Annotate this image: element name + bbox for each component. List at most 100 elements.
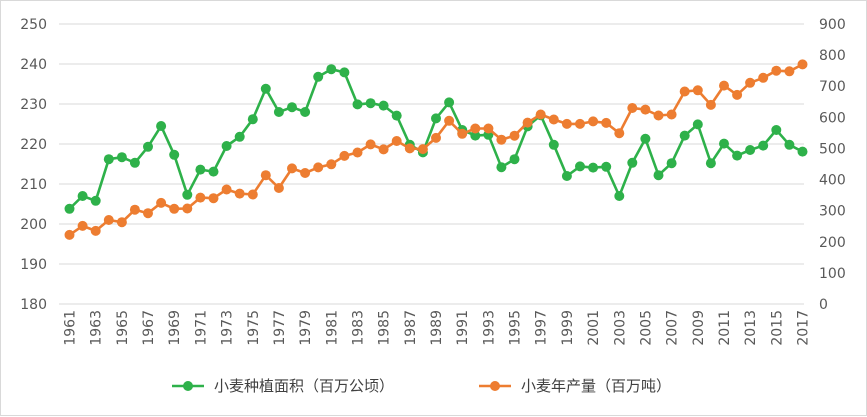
y-right-tick-label: 200 bbox=[819, 235, 846, 251]
x-tick-label: 1961 bbox=[63, 310, 79, 346]
data-point bbox=[561, 171, 572, 181]
x-tick-label: 1991 bbox=[455, 310, 471, 346]
y-left-tick-label: 200 bbox=[20, 217, 47, 233]
data-point bbox=[431, 113, 441, 124]
x-tick-label: 1999 bbox=[560, 310, 576, 346]
x-tick-label: 1973 bbox=[220, 310, 236, 346]
data-point bbox=[221, 184, 232, 195]
data-point bbox=[692, 85, 703, 96]
data-point bbox=[156, 121, 167, 131]
data-point bbox=[771, 65, 782, 76]
data-point bbox=[378, 100, 389, 111]
data-point bbox=[732, 150, 743, 161]
data-point bbox=[365, 139, 376, 150]
data-point bbox=[287, 163, 297, 174]
data-point bbox=[719, 80, 729, 91]
x-tick-label: 2011 bbox=[717, 310, 733, 346]
data-point bbox=[64, 203, 75, 214]
data-point bbox=[77, 220, 88, 231]
data-point bbox=[666, 109, 677, 120]
data-point bbox=[679, 86, 690, 97]
data-point bbox=[77, 191, 88, 201]
data-point bbox=[444, 97, 455, 108]
gridlines bbox=[59, 23, 804, 305]
data-point bbox=[496, 134, 507, 145]
data-point bbox=[496, 162, 507, 173]
data-point bbox=[457, 128, 468, 139]
legend: 小麦种植面积（百万公顷） 小麦年产量（百万吨） bbox=[172, 377, 671, 395]
y-left-tick-label: 220 bbox=[20, 137, 47, 153]
data-point bbox=[548, 114, 559, 125]
legend-label: 小麦种植面积（百万公顷） bbox=[214, 377, 394, 395]
data-point bbox=[483, 123, 494, 134]
data-point bbox=[601, 161, 612, 172]
x-tick-label: 1979 bbox=[298, 310, 314, 346]
y-left-tick-label: 190 bbox=[20, 257, 47, 273]
legend-swatch-marker bbox=[183, 381, 193, 391]
data-point bbox=[156, 197, 167, 208]
data-point bbox=[273, 183, 284, 193]
x-tick-label: 1975 bbox=[246, 310, 262, 346]
data-point bbox=[588, 162, 599, 173]
x-tick-label: 1993 bbox=[481, 310, 497, 346]
data-point bbox=[182, 203, 193, 214]
data-point bbox=[509, 130, 520, 141]
data-point bbox=[705, 99, 716, 110]
data-point bbox=[287, 102, 297, 113]
legend-label: 小麦年产量（百万吨） bbox=[521, 377, 671, 395]
data-point bbox=[679, 130, 690, 141]
data-point bbox=[404, 143, 415, 154]
x-tick-label: 1987 bbox=[403, 310, 419, 346]
series-line-2 bbox=[68, 63, 804, 236]
data-point bbox=[313, 162, 324, 173]
data-point bbox=[234, 131, 245, 142]
data-point bbox=[797, 146, 808, 157]
data-point bbox=[339, 150, 350, 161]
y-left-tick-label: 210 bbox=[20, 177, 47, 193]
x-tick-label: 1997 bbox=[534, 310, 550, 346]
y-right-tick-label: 400 bbox=[819, 173, 846, 189]
data-point bbox=[653, 170, 664, 181]
data-point bbox=[732, 89, 743, 100]
data-point bbox=[692, 119, 703, 130]
data-point bbox=[601, 117, 612, 128]
data-point bbox=[378, 144, 389, 155]
data-point bbox=[260, 170, 271, 181]
data-point bbox=[182, 189, 193, 200]
x-tick-label: 1969 bbox=[167, 310, 183, 346]
data-point bbox=[64, 229, 75, 240]
data-point bbox=[705, 158, 716, 169]
data-point bbox=[784, 139, 795, 150]
y-left-tick-label: 240 bbox=[20, 57, 47, 73]
data-point bbox=[129, 204, 140, 215]
data-point bbox=[614, 191, 625, 201]
data-point bbox=[758, 140, 769, 151]
x-tick-label: 2003 bbox=[612, 310, 628, 346]
data-point bbox=[143, 141, 153, 152]
data-point bbox=[129, 157, 140, 168]
data-point bbox=[614, 128, 625, 139]
data-point bbox=[247, 114, 258, 125]
x-tick-label: 1981 bbox=[324, 310, 340, 346]
data-point bbox=[326, 64, 337, 75]
x-tick-label: 1967 bbox=[141, 310, 157, 346]
y-right-tick-label: 100 bbox=[819, 266, 846, 282]
x-tick-label: 1983 bbox=[350, 310, 366, 346]
x-tick-label: 2013 bbox=[743, 310, 759, 346]
data-point bbox=[758, 72, 769, 83]
x-tick-label: 1971 bbox=[193, 310, 209, 346]
data-point bbox=[745, 145, 756, 155]
x-tick-label: 1995 bbox=[508, 310, 524, 346]
data-point bbox=[391, 110, 402, 121]
data-point bbox=[719, 138, 729, 149]
data-point bbox=[666, 158, 677, 169]
data-point bbox=[797, 59, 808, 70]
y-right-tick-label: 500 bbox=[819, 141, 846, 157]
data-point bbox=[771, 125, 782, 135]
data-point bbox=[234, 188, 245, 199]
data-point bbox=[509, 154, 520, 165]
series-layer bbox=[64, 59, 808, 240]
x-tick-label: 2005 bbox=[638, 310, 654, 346]
